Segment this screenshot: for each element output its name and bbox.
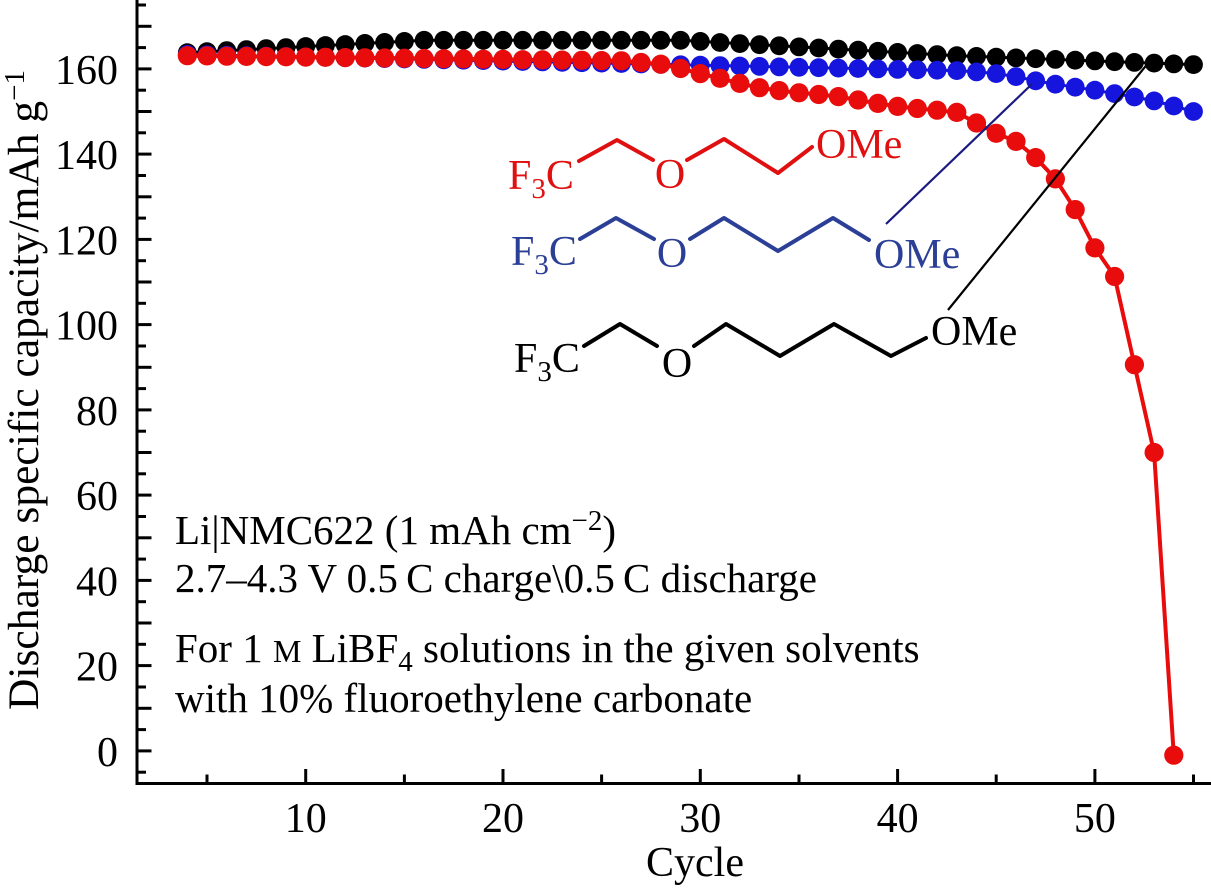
svg-text:20: 20 — [482, 796, 524, 842]
svg-text:Li|NMC622 (1 mAh cm−2): Li|NMC622 (1 mAh cm−2) — [175, 505, 616, 553]
svg-text:60: 60 — [76, 474, 118, 520]
svg-text:40: 40 — [877, 796, 919, 842]
svg-text:10: 10 — [285, 796, 327, 842]
svg-text:0: 0 — [97, 730, 118, 776]
svg-text:80: 80 — [76, 389, 118, 435]
svg-text:OMe: OMe — [874, 232, 960, 278]
svg-text:30: 30 — [679, 796, 721, 842]
svg-text:120: 120 — [55, 218, 118, 264]
svg-text:100: 100 — [55, 304, 118, 350]
svg-text:OMe: OMe — [931, 309, 1017, 355]
svg-text:Discharge specific capacity/mA: Discharge specific capacity/mAh g−1 — [0, 70, 48, 710]
svg-text:50: 50 — [1074, 796, 1116, 842]
svg-text:2.7–4.3 V 0.5 C charge\0.5 C d: 2.7–4.3 V 0.5 C charge\0.5 C discharge — [175, 555, 817, 601]
svg-text:O: O — [662, 341, 692, 387]
svg-text:with 10% fluoroethylene carbon: with 10% fluoroethylene carbonate — [175, 675, 752, 721]
svg-text:OMe: OMe — [816, 122, 902, 168]
svg-text:F3C: F3C — [511, 229, 577, 281]
svg-text:140: 140 — [55, 133, 118, 179]
svg-text:20: 20 — [76, 645, 118, 691]
svg-text:40: 40 — [76, 559, 118, 605]
svg-text:Cycle: Cycle — [646, 840, 744, 886]
svg-text:O: O — [657, 231, 687, 277]
svg-text:For 1 M LiBF4 solutions in the: For 1 M LiBF4 solutions in the given sol… — [175, 625, 920, 678]
svg-text:O: O — [655, 152, 685, 198]
svg-text:160: 160 — [55, 48, 118, 94]
